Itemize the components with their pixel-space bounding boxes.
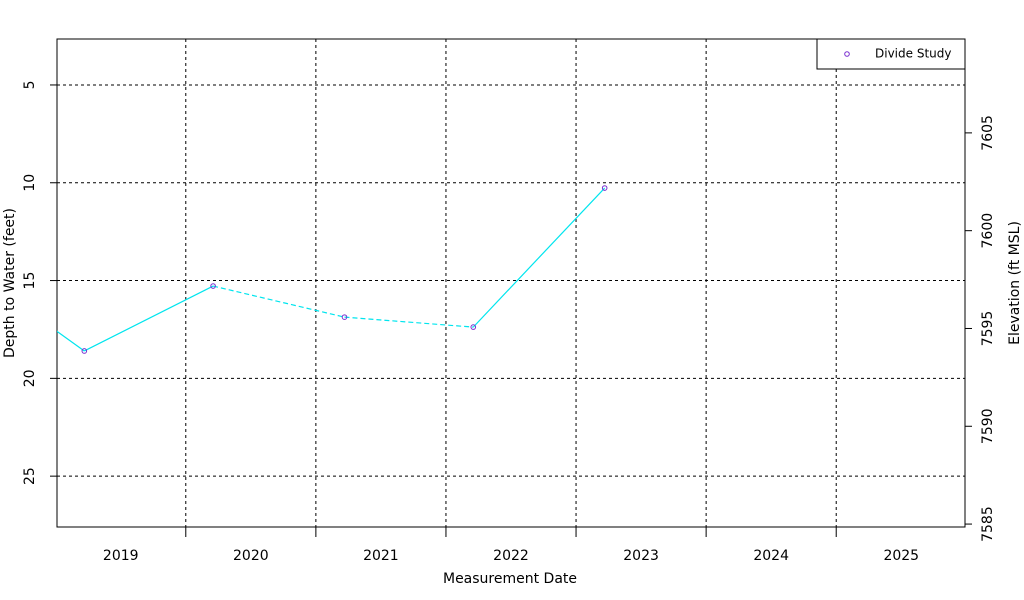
x-tick-label: 2021 (363, 548, 399, 564)
legend-label: Divide Study (875, 47, 951, 61)
y2-tick-label: 7605 (980, 115, 996, 151)
x-tick-label: 2019 (103, 548, 139, 564)
x-tick-label: 2025 (883, 548, 919, 564)
y-tick-label: 10 (22, 174, 38, 192)
y-tick-label: 5 (22, 81, 38, 90)
y-tick-label: 15 (22, 272, 38, 290)
plot-frame (56, 38, 966, 528)
y2-tick-label: 7600 (980, 213, 996, 249)
legend-box (816, 38, 966, 70)
data-point (470, 324, 477, 330)
data-point (341, 314, 348, 320)
data-point (210, 283, 216, 289)
y2-axis-label: Elevation (ft MSL) (1007, 221, 1023, 345)
y-tick-label: 25 (22, 467, 38, 485)
x-tick-label: 2024 (753, 548, 789, 564)
legend-marker (844, 51, 850, 57)
data-point (601, 185, 608, 191)
line-segment (344, 316, 474, 328)
x-tick-label: 2022 (493, 548, 529, 564)
y2-tick-label: 7595 (980, 311, 996, 347)
line-segment (472, 187, 606, 328)
data-point (81, 348, 88, 354)
x-axis-label: Measurement Date (443, 571, 577, 587)
plot-area (27, 185, 608, 354)
x-tick-label: 2023 (623, 548, 659, 564)
line-segment (212, 285, 345, 318)
data-point (27, 310, 32, 315)
y-tick-label: 20 (22, 369, 38, 387)
line-segment (57, 330, 85, 352)
y-axis-label: Depth to Water (feet) (2, 208, 18, 358)
line-segment (84, 285, 214, 352)
y2-tick-label: 7585 (980, 506, 996, 542)
x-tick-label: 2020 (233, 548, 269, 564)
y2-tick-label: 7590 (980, 408, 996, 444)
